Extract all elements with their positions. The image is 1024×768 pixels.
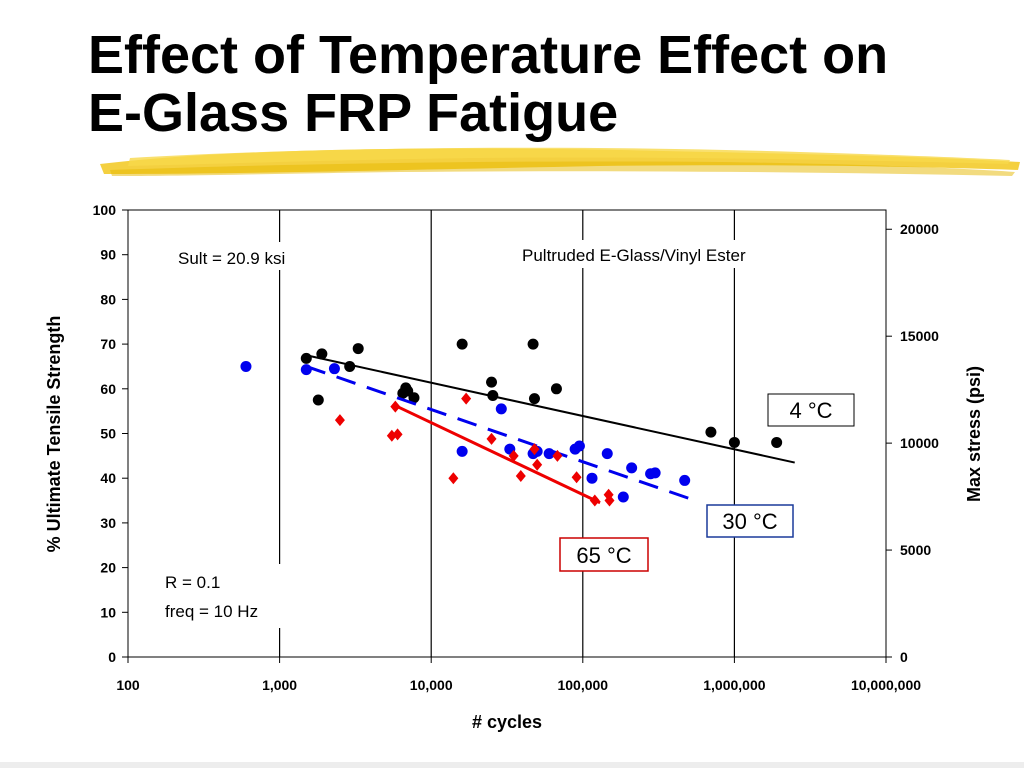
data-point-65c bbox=[552, 449, 563, 462]
y2-tick-label: 5000 bbox=[900, 542, 931, 558]
data-point-65c bbox=[589, 494, 600, 507]
material-label: Pultruded E-Glass/Vinyl Ester bbox=[522, 246, 746, 265]
data-point-30c bbox=[649, 467, 661, 479]
x-tick-label: 10,000,000 bbox=[851, 677, 921, 693]
trendline-65c bbox=[396, 405, 601, 505]
legend-30c-label: 30 °C bbox=[722, 509, 777, 534]
y-tick-label: 100 bbox=[93, 202, 117, 218]
y-tick-label: 10 bbox=[100, 604, 116, 620]
legend-30c: 30 °C bbox=[706, 504, 794, 538]
legend-4c-box bbox=[767, 393, 855, 427]
data-point-65c bbox=[571, 471, 582, 484]
y-tick-label: 60 bbox=[100, 381, 116, 397]
data-point-30c bbox=[543, 448, 555, 460]
series-65c bbox=[334, 392, 615, 507]
y-tick-label: 50 bbox=[100, 426, 116, 442]
data-point-30c bbox=[626, 462, 638, 474]
data-point-4c bbox=[705, 426, 717, 438]
data-point-65c bbox=[461, 392, 472, 405]
data-point-4c bbox=[316, 348, 328, 360]
slide-title-line1: Effect of Temperature Effect on bbox=[88, 25, 889, 85]
slide-footer-bar bbox=[0, 762, 1024, 768]
annotation-material: Pultruded E-Glass/Vinyl Ester bbox=[512, 240, 852, 268]
data-point-4c bbox=[550, 383, 562, 395]
sult-label: Sult = 20.9 ksi bbox=[178, 249, 285, 268]
x-tick-label: 1,000,000 bbox=[703, 677, 765, 693]
data-point-65c bbox=[515, 469, 526, 482]
fatigue-chart: 100 1,000 10,000 100,000 1,000,000 10,000,000… bbox=[44, 202, 984, 732]
data-point-30c bbox=[617, 491, 629, 503]
data-point-4c bbox=[456, 338, 468, 350]
data-point-30c bbox=[573, 440, 585, 452]
data-point-65c bbox=[532, 458, 543, 471]
y2-tick-label: 15000 bbox=[900, 328, 939, 344]
x-axis-label: # cycles bbox=[472, 712, 542, 732]
trendline-4c bbox=[306, 354, 795, 464]
data-point-30c bbox=[300, 364, 312, 376]
y-tick-label: 30 bbox=[100, 515, 116, 531]
legend-65c-label: 65 °C bbox=[576, 543, 631, 568]
data-point-4c bbox=[312, 394, 324, 406]
x-tick-label: 100 bbox=[116, 677, 140, 693]
data-point-30c bbox=[601, 448, 613, 460]
data-point-30c bbox=[240, 360, 252, 372]
data-point-65c bbox=[508, 449, 519, 462]
data-point-4c bbox=[486, 376, 498, 388]
y-tick-label: 0 bbox=[108, 649, 116, 665]
data-point-4c bbox=[408, 392, 420, 404]
y-axis-label: % Ultimate Tensile Strength bbox=[44, 316, 64, 553]
x-tick-label: 100,000 bbox=[557, 677, 608, 693]
data-point-65c bbox=[392, 428, 403, 441]
axes: 100 1,000 10,000 100,000 1,000,000 10,000,000… bbox=[93, 202, 940, 693]
x-tick-label: 1,000 bbox=[262, 677, 297, 693]
data-point-4c bbox=[771, 436, 783, 448]
y-tick-label: 20 bbox=[100, 560, 116, 576]
data-point-65c bbox=[390, 400, 401, 413]
slide-title-line2: E-Glass FRP Fatigue bbox=[88, 83, 619, 143]
data-point-4c bbox=[728, 436, 740, 448]
legend-4c: 4 °C bbox=[767, 393, 855, 427]
slide-title: Effect of Temperature Effect on E-Glass … bbox=[88, 26, 988, 142]
data-point-65c bbox=[448, 472, 459, 485]
y-tick-label: 80 bbox=[100, 291, 116, 307]
data-point-4c bbox=[528, 393, 540, 405]
legend-4c-label: 4 °C bbox=[789, 398, 832, 423]
y-tick-label: 70 bbox=[100, 336, 116, 352]
title-underline-decoration bbox=[100, 147, 1020, 176]
series bbox=[240, 338, 795, 507]
data-point-4c bbox=[527, 338, 539, 350]
data-point-4c bbox=[352, 343, 364, 355]
data-point-30c bbox=[495, 403, 507, 415]
y-tick-label: 90 bbox=[100, 247, 116, 263]
data-point-65c bbox=[386, 429, 397, 442]
annotation-test-conditions: R = 0.1 freq = 10 Hz bbox=[150, 564, 300, 628]
data-point-65c bbox=[334, 414, 345, 427]
data-point-30c bbox=[328, 363, 340, 375]
y2-tick-label: 20000 bbox=[900, 221, 939, 237]
y2-tick-label: 0 bbox=[900, 649, 908, 665]
data-point-65c bbox=[486, 432, 497, 445]
data-point-65c bbox=[529, 443, 540, 456]
y2-tick-label: 10000 bbox=[900, 435, 939, 451]
frequency-label: freq = 10 Hz bbox=[165, 602, 258, 621]
y2-axis-label: Max stress (psi) bbox=[964, 366, 984, 502]
data-point-4c bbox=[300, 352, 312, 364]
trendline-30c bbox=[305, 365, 690, 500]
data-point-30c bbox=[456, 445, 468, 457]
data-point-4c bbox=[344, 360, 356, 372]
legend-65c: 65 °C bbox=[559, 537, 649, 572]
legend-30c-box bbox=[706, 504, 794, 538]
data-point-30c bbox=[586, 472, 598, 484]
y-tick-label: 40 bbox=[100, 470, 116, 486]
annotation-sult: Sult = 20.9 ksi bbox=[168, 242, 336, 270]
series-4c bbox=[300, 338, 795, 464]
data-point-4c bbox=[487, 390, 499, 402]
r-ratio-label: R = 0.1 bbox=[165, 573, 220, 592]
legend-65c-box bbox=[559, 537, 649, 572]
data-point-65c bbox=[604, 494, 615, 507]
x-tick-label: 10,000 bbox=[410, 677, 453, 693]
data-point-30c bbox=[679, 474, 691, 486]
series-30c bbox=[240, 360, 691, 503]
